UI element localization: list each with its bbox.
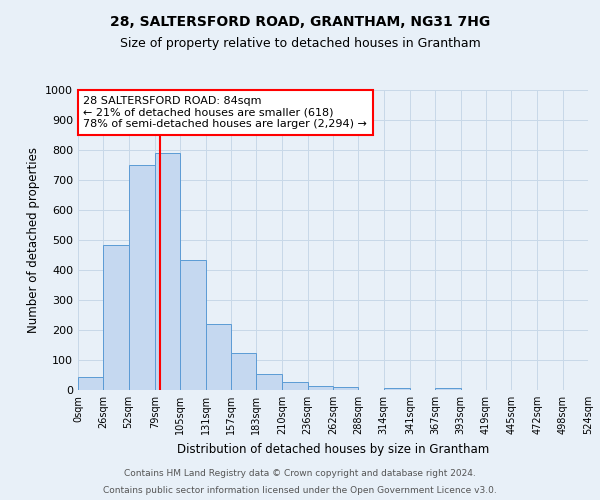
Bar — [103, 244, 128, 390]
Bar — [256, 374, 283, 390]
Bar — [155, 153, 180, 390]
X-axis label: Distribution of detached houses by size in Grantham: Distribution of detached houses by size … — [177, 442, 489, 456]
Text: Size of property relative to detached houses in Grantham: Size of property relative to detached ho… — [119, 38, 481, 51]
Bar — [383, 388, 410, 390]
Text: Contains public sector information licensed under the Open Government Licence v3: Contains public sector information licen… — [103, 486, 497, 495]
Text: Contains HM Land Registry data © Crown copyright and database right 2024.: Contains HM Land Registry data © Crown c… — [124, 468, 476, 477]
Text: 28, SALTERSFORD ROAD, GRANTHAM, NG31 7HG: 28, SALTERSFORD ROAD, GRANTHAM, NG31 7HG — [110, 15, 490, 29]
Text: 28 SALTERSFORD ROAD: 84sqm
← 21% of detached houses are smaller (618)
78% of sem: 28 SALTERSFORD ROAD: 84sqm ← 21% of deta… — [83, 96, 367, 129]
Bar — [78, 376, 103, 390]
Bar — [180, 260, 206, 390]
Bar — [205, 324, 231, 390]
Bar — [231, 352, 256, 390]
Bar — [128, 165, 155, 390]
Bar — [308, 386, 333, 390]
Bar — [435, 388, 461, 390]
Bar — [333, 387, 358, 390]
Bar — [283, 382, 308, 390]
Y-axis label: Number of detached properties: Number of detached properties — [26, 147, 40, 333]
